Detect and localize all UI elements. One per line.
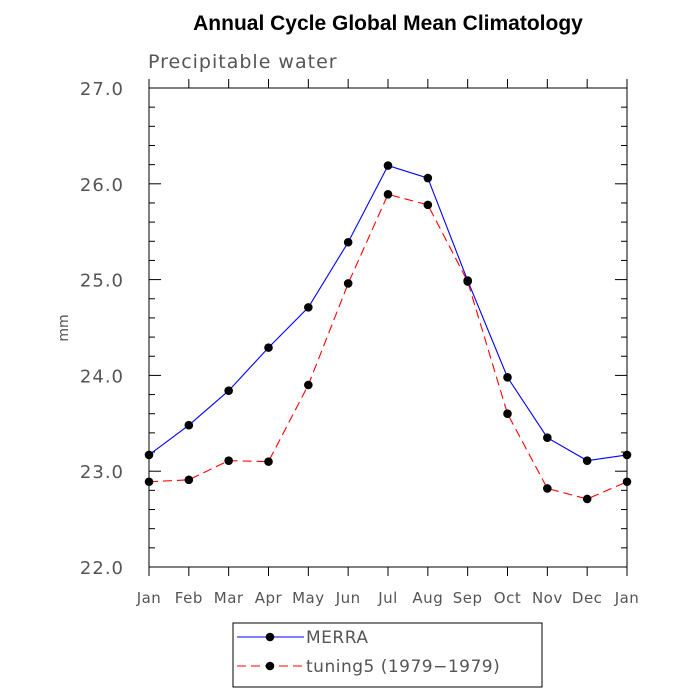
y-tick-label: 27.0	[80, 79, 124, 100]
data-point-series-1	[224, 456, 233, 465]
data-point-series-0	[304, 303, 313, 312]
x-tick-label: Aug	[412, 589, 443, 607]
y-tick-label: 22.0	[80, 558, 124, 579]
data-point-series-1	[423, 200, 433, 210]
x-tick-label: Oct	[494, 589, 521, 607]
x-tick-label: Jan	[136, 589, 162, 607]
data-point-series-1	[582, 494, 592, 504]
y-tick-label: 23.0	[80, 462, 124, 483]
data-point-series-0	[622, 450, 632, 460]
data-point-series-0	[184, 420, 194, 430]
data-point-series-0	[582, 456, 592, 465]
legend-label-merra: MERRA	[306, 628, 368, 648]
y-tick-labels: 22.0 23.0 24.0 25.0 26.0 27.0	[80, 79, 124, 579]
data-point-series-1	[622, 477, 632, 487]
axis-ticks	[148, 79, 628, 576]
legend-label-tuning5: tuning5 (1979−1979)	[306, 657, 500, 677]
y-axis-label: mm	[56, 314, 72, 341]
data-point-series-0	[423, 173, 433, 183]
x-tick-label: May	[292, 589, 325, 607]
series-layer	[144, 161, 632, 504]
x-tick-label: Jan	[614, 589, 640, 607]
x-tick-labels: Jan Feb Mar Apr May Jun Jul Aug Sep Oct Nov Dec Jan	[136, 589, 640, 607]
chart-subtitle: Precipitable water	[148, 51, 338, 73]
data-point-series-1	[184, 475, 194, 485]
x-tick-label: Feb	[175, 589, 203, 607]
data-point-series-0	[224, 386, 233, 396]
y-tick-label: 26.0	[80, 175, 124, 196]
data-point-series-0	[503, 373, 512, 382]
data-point-series-0	[144, 450, 154, 460]
legend-marker-tuning5	[265, 661, 275, 671]
y-tick-label: 24.0	[80, 366, 124, 387]
legend-marker-merra	[265, 632, 275, 642]
x-tick-label: Jul	[377, 589, 398, 607]
data-point-series-0	[463, 276, 472, 285]
y-tick-label: 25.0	[80, 271, 124, 292]
plot-area: 22.0 23.0 24.0 25.0 26.0 27.0 Jan Feb Mar Apr May…	[80, 79, 639, 607]
legend: MERRA tuning5 (1979−1979)	[232, 622, 543, 688]
data-point-series-1	[304, 380, 313, 390]
plot-frame	[148, 87, 628, 568]
data-point-series-0	[543, 433, 552, 442]
x-tick-label: Nov	[532, 589, 563, 607]
data-point-series-0	[264, 343, 273, 352]
series-line-0	[148, 164, 628, 462]
data-point-series-1	[264, 457, 273, 466]
data-point-series-1	[543, 484, 552, 493]
data-point-series-1	[144, 477, 154, 487]
data-point-series-1	[503, 409, 512, 419]
data-point-series-1	[343, 279, 353, 288]
x-tick-label: Sep	[453, 589, 483, 607]
legend-box	[232, 622, 543, 688]
x-tick-label: Apr	[255, 589, 283, 607]
data-point-series-1	[383, 190, 393, 199]
series-line-1	[148, 193, 628, 500]
x-tick-label: Jun	[335, 589, 361, 607]
x-tick-label: Mar	[214, 589, 244, 607]
data-point-series-0	[383, 161, 393, 170]
chart-title: Annual Cycle Global Mean Climatology	[193, 12, 583, 35]
data-point-series-0	[343, 237, 353, 247]
x-tick-label: Dec	[572, 589, 603, 607]
